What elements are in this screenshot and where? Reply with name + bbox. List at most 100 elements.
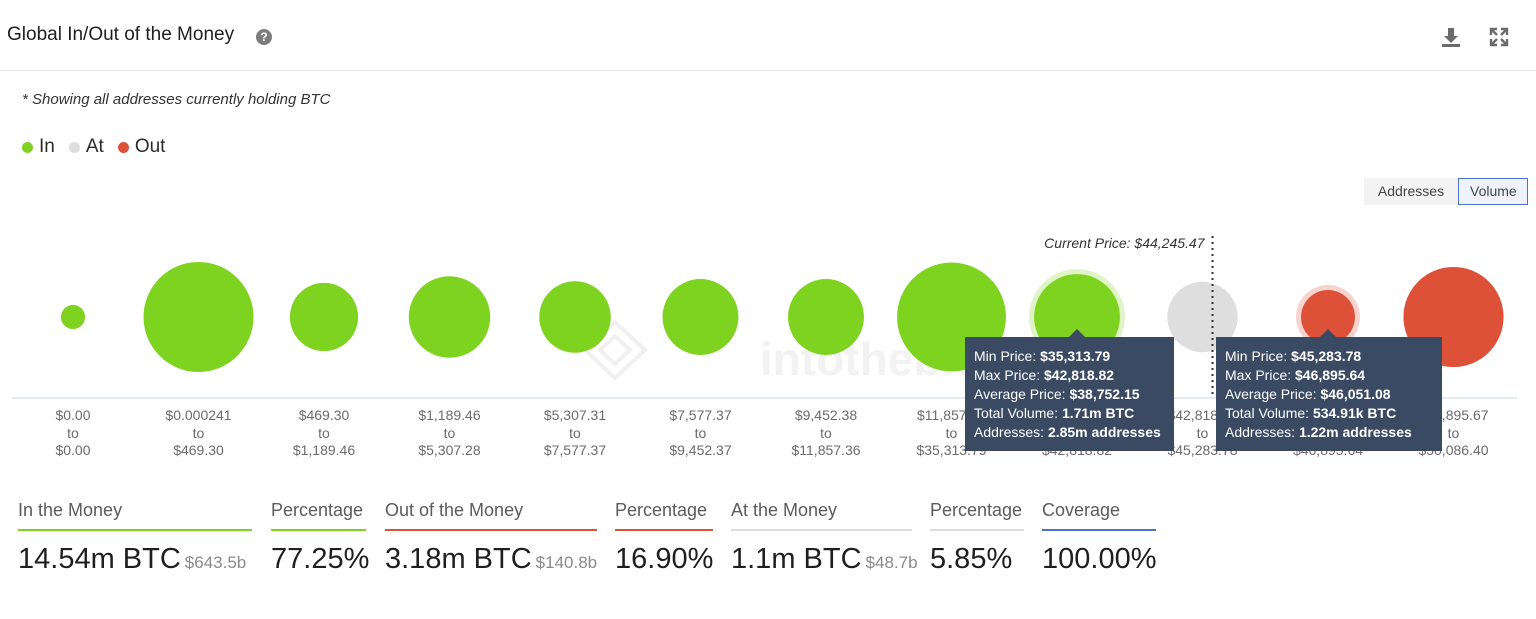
tick-label-upper: $5,307.28 [418,442,480,458]
bubble-2[interactable] [143,262,254,372]
tick-label-to: to [1197,425,1209,441]
stat-out-of-the-money: Out of the Money 3.18m BTC $140.8b [385,500,597,576]
tick-label-upper: $469.30 [173,442,224,458]
tooltip-line-value: $45,283.78 [1291,348,1361,364]
fullscreen-icon[interactable] [1486,24,1512,50]
stat-label: Percentage [930,500,1024,531]
stat-value: 77.25% [271,543,370,575]
legend-item-in[interactable]: In [22,136,55,158]
tooltip-line-value: $35,313.79 [1040,348,1110,364]
widget-header: Global In/Out of the Money ? [0,0,1536,71]
tooltip-line-label: Max Price: [1225,367,1295,383]
tooltip-line-value: $46,051.08 [1320,386,1390,402]
tooltip-line-value: 1.71m BTC [1062,405,1134,421]
tooltip-line: Min Price: $45,283.78 [1225,348,1361,364]
stat-out-percentage: Percentage 16.90% [615,500,713,576]
tooltip-box [1216,337,1442,451]
stat-in-the-money: In the Money 14.54m BTC $643.5b [18,500,252,576]
legend-dot-in [22,141,33,153]
legend-label-out: Out [134,136,166,157]
stat-usd-value: $140.8b [535,553,598,572]
tooltip-arrow [1320,329,1336,337]
stat-label: In the Money [18,500,252,531]
stat-label: Percentage [271,500,366,531]
stat-coverage: Coverage 100.00% [1042,500,1157,576]
bubble-4[interactable] [408,276,491,358]
bubble-1[interactable] [60,304,86,330]
tick-label-from: $9,452.38 [795,407,857,423]
tick-label-to: to [946,425,958,441]
legend-label-in: In [39,136,55,157]
tooltip-line-label: Addresses: [1225,424,1299,440]
tooltip-line: Average Price: $46,051.08 [1225,386,1391,402]
widget-title: Global In/Out of the Money [7,24,235,45]
chart-subtitle: * Showing all addresses currently holdin… [22,91,331,108]
tooltip-line: Average Price: $38,752.15 [974,386,1140,402]
stat-value: 100.00% [1042,543,1157,575]
tooltip-line-value: 1.22m addresses [1299,424,1412,440]
tooltip-line-label: Max Price: [974,367,1044,383]
download-icon[interactable] [1438,24,1464,50]
tooltip-line: Addresses: 1.22m addresses [1225,424,1412,440]
tooltip-line-label: Total Volume: [974,405,1062,421]
tick-label-upper: $11,857.36 [791,442,860,458]
tick-label-to: to [444,425,456,441]
tick-label-to: to [318,425,330,441]
stat-usd-value: $643.5b [184,553,247,572]
tick-label-to: to [569,425,581,441]
tooltip-line-label: Addresses: [974,424,1048,440]
bubble-5[interactable] [539,281,611,353]
stat-value: 3.18m BTC $140.8b [385,543,598,575]
tooltip-line-value: $38,752.15 [1069,386,1139,402]
bubble-7[interactable] [788,279,864,355]
stat-label: Coverage [1042,500,1156,531]
tick-label-upper: $7,577.37 [544,442,606,458]
tick-label-upper: $0.00 [55,442,90,458]
stat-label: Out of the Money [385,500,597,531]
bubble-10[interactable] [1167,281,1238,353]
tooltip-line-value: 534.91k BTC [1313,405,1396,421]
stat-label: Percentage [615,500,713,531]
bubble-6[interactable] [662,279,739,355]
tooltip-line-value: $42,818.82 [1044,367,1114,383]
stat-value: 1.1m BTC $48.7b [731,543,918,575]
summary-stats: In the Money 14.54m BTC $643.5b Percentag… [0,500,1536,600]
tooltip-line-label: Min Price: [974,348,1040,364]
addresses-toggle-button[interactable]: Addresses [1364,178,1458,205]
tooltip-line: Min Price: $35,313.79 [974,348,1110,364]
legend-dot-out [117,141,129,153]
stat-at-the-money: At the Money 1.1m BTC $48.7b [731,500,918,576]
tooltip-line: Max Price: $46,895.64 [1225,367,1365,383]
stat-label: At the Money [731,500,912,531]
volume-toggle-button[interactable]: Volume [1458,178,1528,205]
tooltip-box [965,337,1174,451]
tooltip-line: Addresses: 2.85m addresses [974,424,1161,440]
stat-value: 16.90% [615,543,714,575]
stat-value: 5.85% [930,543,1013,575]
tooltip-line-label: Total Volume: [1225,405,1313,421]
tooltip-line-label: Average Price: [1225,386,1320,402]
tick-label-from: $0.000241 [165,407,231,423]
stat-at-percentage: Percentage 5.85% [930,500,1024,576]
tick-label-to: to [1448,425,1460,441]
tick-label-from: $1,189.46 [418,407,480,423]
legend-item-out[interactable]: Out [117,136,166,158]
stat-usd-value: $48.7b [865,553,918,572]
bubble-11[interactable] [1301,290,1355,344]
tooltip-line-label: Average Price: [974,386,1069,402]
tick-label-upper: $1,189.46 [293,442,355,458]
bubble-chart: intotheblock$0.00to$0.00$0.000241to$469.… [12,235,1517,458]
metric-toggle: Addresses Volume [1364,178,1528,205]
stat-in-percentage: Percentage 77.25% [271,500,370,576]
stat-value: 14.54m BTC $643.5b [18,543,247,575]
tooltip-line: Total Volume: 1.71m BTC [974,405,1134,421]
tooltip-line: Max Price: $42,818.82 [974,367,1114,383]
help-icon[interactable]: ? [256,29,272,45]
tick-label-from: $7,577.37 [669,407,731,423]
tooltip-arrow [1069,329,1085,337]
tick-label-to: to [695,425,707,441]
tick-label-from: $469.30 [299,407,350,423]
tick-label-from: $0.00 [55,407,90,423]
bubble-3[interactable] [289,282,359,352]
legend-item-at[interactable]: At [68,136,104,158]
